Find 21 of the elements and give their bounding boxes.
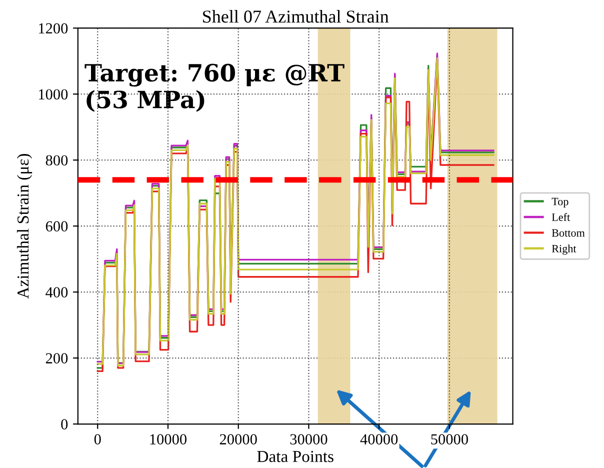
legend-label: Right (552, 244, 576, 255)
x-tick-label: 40000 (360, 434, 398, 444)
legend-label: Bottom (552, 229, 585, 237)
y-tick-label: 0 (61, 419, 68, 430)
y-tick-label: 1000 (38, 89, 68, 100)
annotation: Target: 760 με @RT (53 MPa) (84, 64, 344, 112)
y-tick-label: 600 (46, 221, 68, 232)
x-tick-label: 30000 (290, 434, 328, 444)
chart-title: Shell 07 Azimuthal Strain (203, 10, 389, 23)
y-axis-title: Azimuthal Strain (με) (16, 154, 32, 299)
x-axis-title: Data Points (257, 450, 334, 462)
y-tick-label: 200 (46, 353, 68, 364)
y-tick-label: 400 (46, 287, 68, 298)
y-tick-label: 1200 (38, 23, 68, 34)
legend-label: Top (552, 198, 568, 208)
legend-label: Left (552, 213, 570, 221)
x-tick-label: 10000 (150, 434, 187, 444)
x-tick-label: 20000 (220, 434, 257, 444)
x-tick-label: 0 (94, 434, 101, 444)
x-tick-label: 50000 (431, 434, 468, 444)
y-tick-label: 800 (46, 155, 68, 166)
